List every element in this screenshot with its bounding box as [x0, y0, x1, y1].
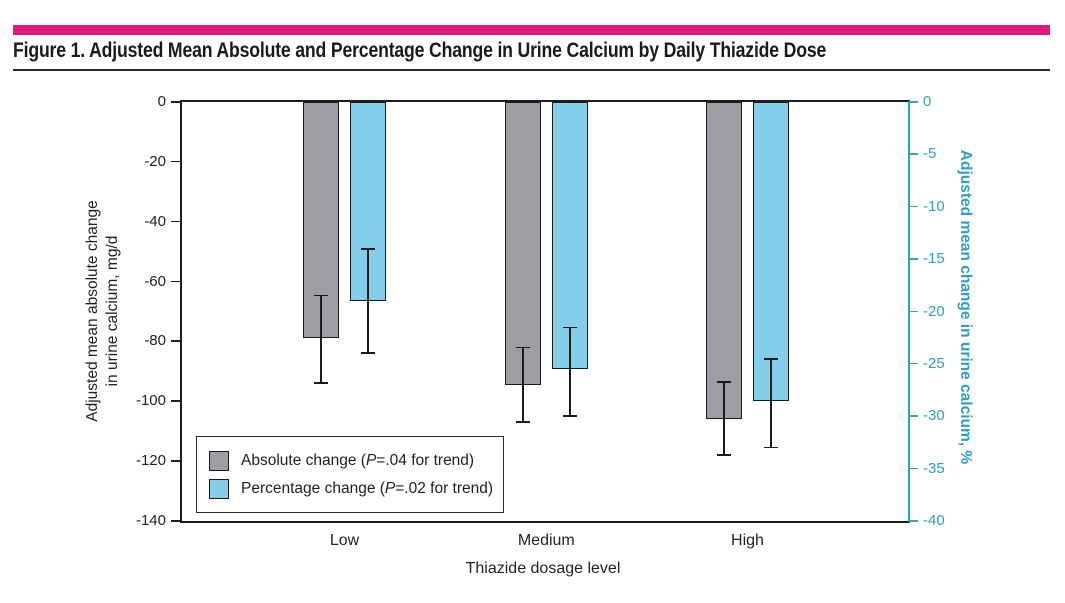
- legend-percentage-suffix: =.02 for trend): [395, 479, 494, 497]
- legend-item-absolute-change: Absolute change (P=.04 for trend): [209, 450, 491, 471]
- left-axis-label-line2: in urine calcium, mg/d: [104, 235, 121, 387]
- legend-swatch-percentage: [209, 478, 229, 499]
- error-bar-cap-top: [314, 294, 328, 297]
- percentage-change-bar-medium: [551, 102, 588, 370]
- left-axis-tick: [171, 101, 180, 103]
- legend-absolute-prefix: Absolute change (: [241, 451, 366, 469]
- legend-label-absolute: Absolute change (P=.04 for trend): [241, 452, 474, 470]
- left-axis-tick: [171, 280, 180, 283]
- legend-percentage-p: P: [384, 479, 396, 497]
- right-axis-tick: [910, 101, 918, 103]
- right-axis-label: Adjusted mean change in urine calcium, %: [957, 149, 974, 465]
- percentage-change-bar-high: [753, 102, 789, 401]
- error-bar-cap-top: [515, 346, 530, 349]
- right-axis-tick: [910, 310, 918, 312]
- left-axis-label: Adjusted mean absolute change in urine c…: [83, 86, 123, 536]
- error-bar-cap-bottom: [562, 415, 577, 417]
- left-axis-tick-label: -80: [144, 332, 166, 350]
- error-bar-cap-bottom: [314, 382, 328, 384]
- right-axis-tick-label: 0: [923, 93, 932, 110]
- left-axis-tick-label: -60: [144, 272, 166, 290]
- error-bar: [770, 358, 772, 448]
- error-bar-cap-bottom: [515, 421, 530, 423]
- legend-absolute-p: P: [365, 451, 377, 469]
- figure-accent-bar: [13, 25, 1050, 35]
- left-axis-label-line1: Adjusted mean absolute change: [84, 200, 101, 422]
- left-axis-tick: [171, 520, 180, 522]
- error-bar: [522, 347, 524, 423]
- left-axis-tick: [171, 460, 180, 462]
- left-axis-tick: [171, 400, 180, 402]
- right-axis-tick: [910, 520, 918, 522]
- left-axis-tick: [171, 340, 180, 342]
- error-bar-cap-top: [717, 381, 731, 383]
- absolute-change-bar-high: [706, 102, 742, 420]
- title-divider: [13, 69, 1050, 71]
- right-axis-tick-label: -35: [923, 459, 945, 477]
- right-axis-tick-label: -20: [923, 302, 945, 320]
- x-tick-label-high: High: [731, 532, 764, 549]
- right-axis-tick-label: -40: [923, 512, 945, 529]
- right-axis-tick-label: -30: [923, 407, 945, 425]
- legend-absolute-suffix: =.04 for trend): [376, 451, 475, 469]
- error-bar: [320, 295, 322, 384]
- left-axis-tick: [171, 220, 180, 223]
- left-axis-tick-label: 0: [157, 93, 166, 110]
- right-axis-tick: [910, 258, 918, 260]
- x-tick-label-low: Low: [329, 532, 360, 549]
- right-axis-tick: [910, 362, 918, 365]
- right-axis-tick: [910, 467, 918, 470]
- right-axis-tick: [910, 415, 918, 417]
- legend-item-percentage-change: Percentage change (P=.02 for trend): [209, 478, 493, 499]
- right-axis-tick: [910, 205, 918, 208]
- right-axis-tick: [910, 153, 918, 155]
- error-bar-cap-bottom: [717, 454, 731, 456]
- right-axis-tick-label: -15: [923, 250, 945, 268]
- legend-label-percentage: Percentage change (P=.02 for trend): [241, 480, 493, 498]
- x-axis-title: Thiazide dosage level: [465, 560, 621, 577]
- error-bar-cap-bottom: [361, 352, 375, 354]
- error-bar: [569, 327, 571, 417]
- right-axis-tick-label: -10: [923, 197, 945, 215]
- chart-legend: Absolute change (P=.04 for trend) Percen…: [196, 436, 504, 513]
- left-axis-tick-label: -100: [135, 392, 166, 410]
- error-bar-cap-top: [361, 248, 375, 250]
- left-axis-tick-label: -140: [135, 512, 166, 529]
- right-axis-tick-label: -25: [923, 354, 945, 372]
- x-tick-label-medium: Medium: [517, 532, 575, 549]
- left-axis-tick: [171, 160, 180, 163]
- error-bar: [723, 381, 725, 456]
- error-bar-cap-top: [562, 326, 577, 329]
- legend-swatch-absolute: [209, 450, 229, 471]
- error-bar-cap-bottom: [764, 446, 778, 449]
- absolute-change-bar-medium: [504, 102, 541, 385]
- error-bar: [367, 248, 369, 354]
- left-axis-tick-label: -20: [144, 152, 166, 170]
- error-bar-cap-top: [764, 358, 778, 360]
- left-axis-tick-label: -40: [144, 212, 166, 230]
- right-axis-tick-label: -5: [923, 145, 937, 163]
- legend-percentage-prefix: Percentage change (: [241, 479, 385, 497]
- figure-title: Figure 1. Adjusted Mean Absolute and Per…: [13, 39, 827, 62]
- left-axis-tick-label: -120: [135, 452, 166, 470]
